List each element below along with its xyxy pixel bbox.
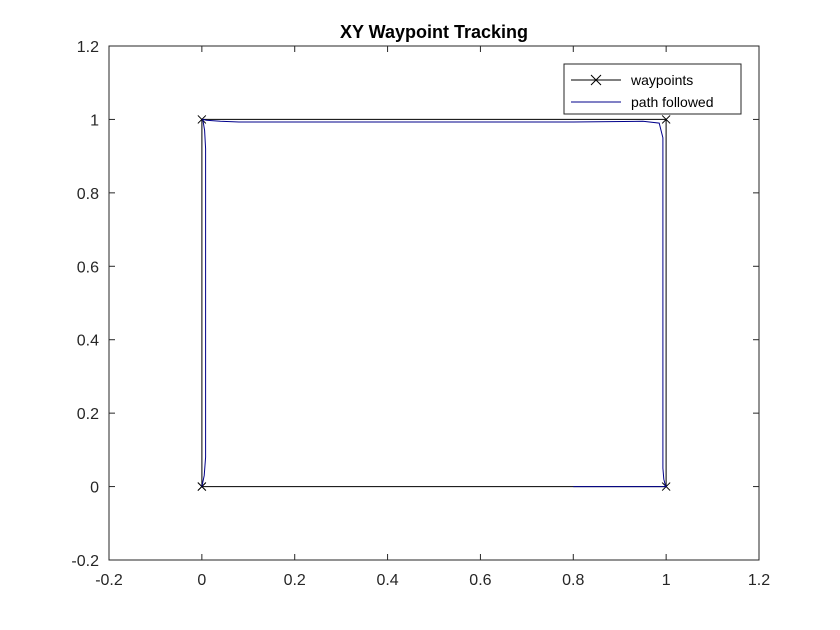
- x-tick-label: 0.8: [562, 572, 584, 589]
- legend-waypoints-marker: [590, 74, 602, 86]
- y-tick-label: 0.8: [77, 186, 99, 203]
- x-tick-label: 1.2: [748, 572, 770, 589]
- y-tick-label: 1.2: [77, 39, 99, 56]
- chart-title: XY Waypoint Tracking: [340, 22, 528, 42]
- y-tick-label: -0.2: [71, 553, 99, 570]
- x-tick-label: 0.6: [469, 572, 491, 589]
- y-tick-label: 0.4: [77, 333, 99, 350]
- legend-path-label: path followed: [631, 94, 714, 110]
- x-tick-label: 0: [197, 572, 206, 589]
- plot-area: [197, 115, 671, 491]
- legend: waypoints path followed: [563, 63, 742, 115]
- y-tick-label: 1: [90, 112, 99, 129]
- y-tick-label: 0.2: [77, 406, 99, 423]
- x-tick-label: 0.2: [284, 572, 306, 589]
- x-tick-label: 1: [662, 572, 671, 589]
- y-tick-label: 0: [90, 480, 99, 497]
- y-tick-label: 0.6: [77, 259, 99, 276]
- path-followed-line: [201, 118, 667, 488]
- legend-box: [563, 63, 742, 115]
- waypoint-marker: [661, 115, 671, 124]
- waypoint-marker: [197, 115, 207, 124]
- y-axis: -0.2 0 0.2 0.4 0.6 0.8 1 1.2: [71, 39, 759, 570]
- x-axis: -0.2 0 0.2 0.4 0.6 0.8 1 1.2: [95, 46, 770, 589]
- axes-box: [108, 45, 760, 561]
- legend-waypoints-label: waypoints: [630, 72, 693, 88]
- x-tick-label: 0.4: [376, 572, 398, 589]
- x-tick-label: -0.2: [95, 572, 123, 589]
